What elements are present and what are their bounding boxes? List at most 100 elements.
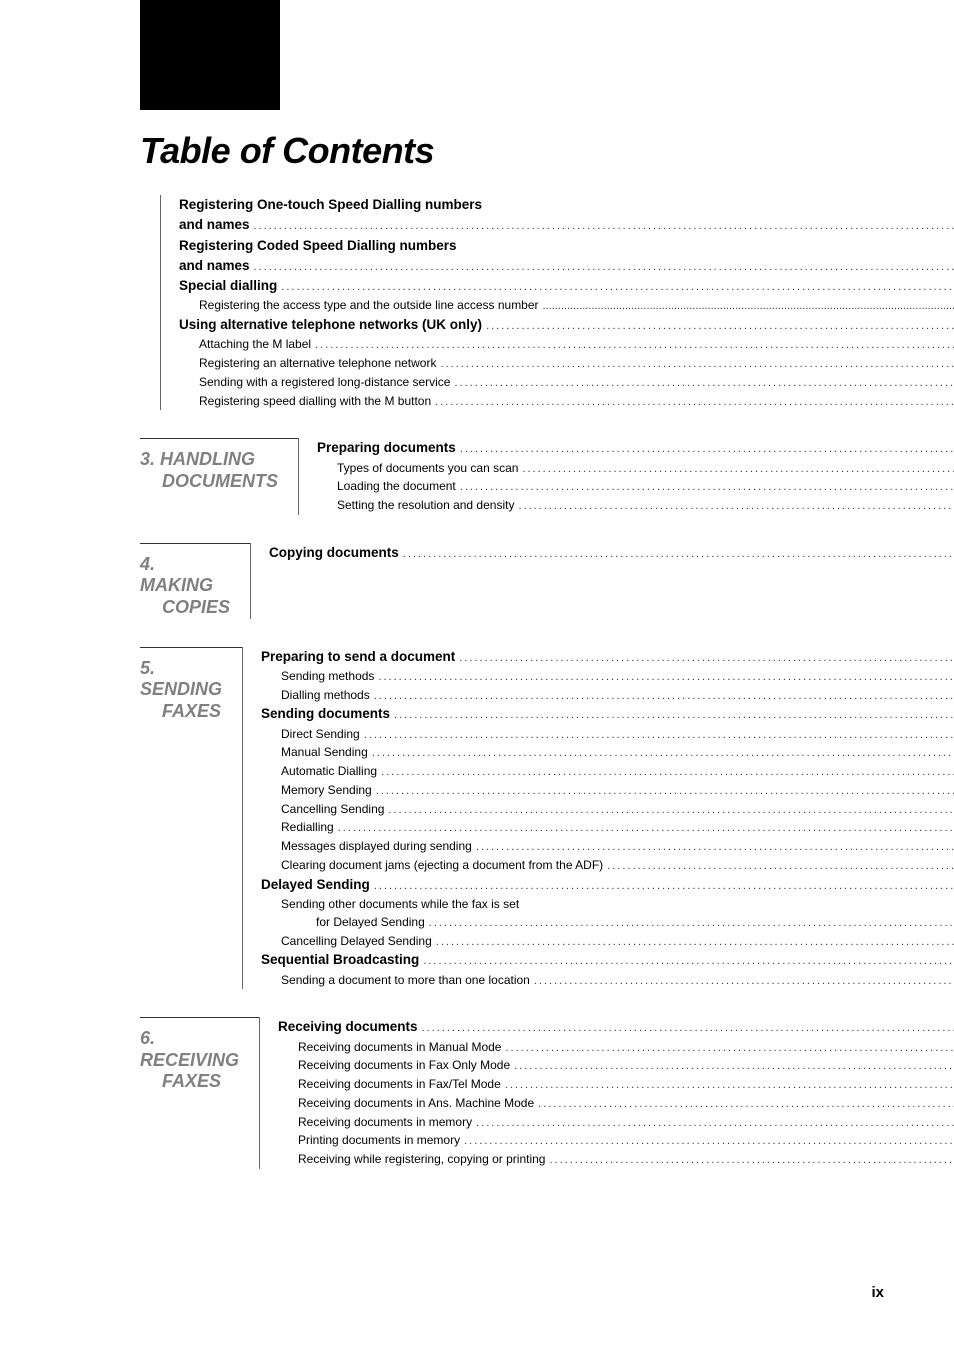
toc-section: 3. HANDLINGDOCUMENTSPreparing documents4… [140,438,870,515]
toc-leader-dots [374,669,954,686]
toc-section: 6. RECEIVINGFAXESReceiving documents68Re… [140,1017,870,1169]
toc-leader-dots [482,318,954,335]
toc-section: Registering One-touch Speed Dialling num… [140,195,870,410]
toc-entry-label: Using alternative telephone networks (UK… [179,315,482,335]
toc-entry: Copying documents54 [269,543,954,563]
toc-section: 4. MAKINGCOPIESCopying documents54 [140,543,870,619]
toc-entry-label: Printing documents in memory [278,1131,460,1149]
section-heading-line: DOCUMENTS [140,471,278,493]
toc-entry-label: Receiving documents in memory [278,1113,472,1131]
toc-entry: Memory Sending59 [261,781,954,800]
toc-section: 5. SENDINGFAXESPreparing to send a docum… [140,647,870,990]
toc-entry: Sending a document to more than one loca… [261,971,954,990]
toc-entry: Redialling60 [261,818,954,837]
toc-leader-dots [372,783,954,800]
section-side: 6. RECEIVINGFAXES [140,1017,259,1169]
toc-leader-dots [370,688,954,705]
toc-leader-dots [425,915,954,932]
section-heading-line: 6. RECEIVING [140,1028,239,1071]
toc-entry-label: Preparing documents [317,438,456,458]
toc-entry-label: Manual Sending [261,743,368,761]
toc-entry-label: Cancelling Delayed Sending [261,932,432,950]
section-entries: Registering One-touch Speed Dialling num… [160,195,954,410]
section-entries: Preparing documents48Types of documents … [298,438,954,515]
toc-entry-label: Sending methods [261,667,374,685]
toc-entry-label: Sending with a registered long-distance … [179,373,450,391]
toc-entry: Receiving documents in memory71 [278,1113,954,1132]
toc-entry: Cancelling Delayed Sending65 [261,932,954,951]
toc-entry: Sending methods56 [261,667,954,686]
toc-entry: Registering the access type and the outs… [179,296,954,315]
toc-entry: Printing documents in memory72 [278,1131,954,1150]
toc-leader-dots [450,375,954,392]
toc-entry: Using alternative telephone networks (UK… [179,315,954,335]
toc-leader-dots [250,218,954,235]
toc-leader-dots [456,479,954,496]
toc-leader-dots [370,878,954,895]
toc-entry: Delayed Sending63 [261,875,954,895]
toc-leader-dots [390,707,954,724]
toc-entry: Preparing to send a document56 [261,647,954,667]
toc-entry: Automatic Dialling58 [261,762,954,781]
toc-entry: Receiving while registering, copying or … [278,1150,954,1169]
toc-entry-label: Registering an alternative telephone net… [179,354,436,372]
toc-leader-dots [377,764,954,781]
toc-entry-label: Cancelling Sending [261,800,384,818]
toc-entry-label: Messages displayed during sending [261,837,472,855]
section-side [140,195,160,410]
toc-entry: Messages displayed during sending61 [261,837,954,856]
section-heading: 3. HANDLINGDOCUMENTS [140,445,278,492]
toc-entry: Sending documents57 [261,704,954,724]
toc-leader-dots [603,858,954,875]
toc-leader-dots [436,356,954,373]
toc-entry-label: Registering One-touch Speed Dialling num… [179,195,482,215]
toc-entry: Sending other documents while the fax is… [261,895,954,913]
section-heading-line: 3. HANDLING [140,449,278,471]
toc-entry-label: Sequential Broadcasting [261,950,419,970]
toc-entry-label: and names [179,215,250,235]
toc-leader-dots [334,820,954,837]
toc-entry: Clearing document jams (ejecting a docum… [261,856,954,875]
toc-entry-label: Receiving documents in Manual Mode [278,1038,501,1056]
toc-leader-dots [360,727,954,744]
toc-leader-dots [539,298,954,315]
toc-entry: Setting the resolution and density51 [317,496,954,515]
toc-entry: Types of documents you can scan48 [317,459,954,478]
section-heading-line: 4. MAKING [140,554,230,597]
toc-leader-dots [460,1133,954,1150]
toc-entry: Dialling methods56 [261,686,954,705]
toc-entry-label: Delayed Sending [261,875,370,895]
section-entries: Copying documents54 [250,543,954,619]
section-heading: 5. SENDINGFAXES [140,654,222,723]
toc-entry-label: Sending other documents while the fax is… [261,895,519,913]
toc-entry: Sequential Broadcasting66 [261,950,954,970]
toc-entry: Loading the document49 [317,477,954,496]
toc-entry: for Delayed Sending64 [261,913,954,932]
toc-entry: and names36 [179,215,954,235]
toc-entry-label: Automatic Dialling [261,762,377,780]
toc-entry-label: Sending a document to more than one loca… [261,971,530,989]
toc-entry: Attaching the M label42 [179,335,954,354]
toc-entry-label: Types of documents you can scan [317,459,518,477]
toc-entry-label: Redialling [261,818,334,836]
toc-entry: Special dialling39 [179,276,954,296]
section-heading-line: 5. SENDING [140,658,222,701]
toc-entry-label: Attaching the M label [179,335,311,353]
toc-leader-dots [456,441,954,458]
toc-leader-dots [311,337,954,354]
toc-entry-label: and names [179,256,250,276]
toc-leader-dots [384,802,954,819]
toc-leader-dots [277,279,954,296]
toc-leader-dots [250,259,954,276]
section-heading-line: COPIES [140,597,230,619]
page-number: ix [871,1284,884,1301]
toc-leader-dots [432,934,954,951]
toc-entry: Preparing documents48 [317,438,954,458]
toc-entry-label: Registering speed dialling with the M bu… [179,392,431,410]
toc-leader-dots [518,461,954,478]
toc-entry-label: Loading the document [317,477,456,495]
toc-leader-dots [418,1020,954,1037]
toc-entry-label: for Delayed Sending [261,913,425,931]
toc-entry-label: Receiving documents in Ans. Machine Mode [278,1094,534,1112]
toc-leader-dots [431,394,954,411]
